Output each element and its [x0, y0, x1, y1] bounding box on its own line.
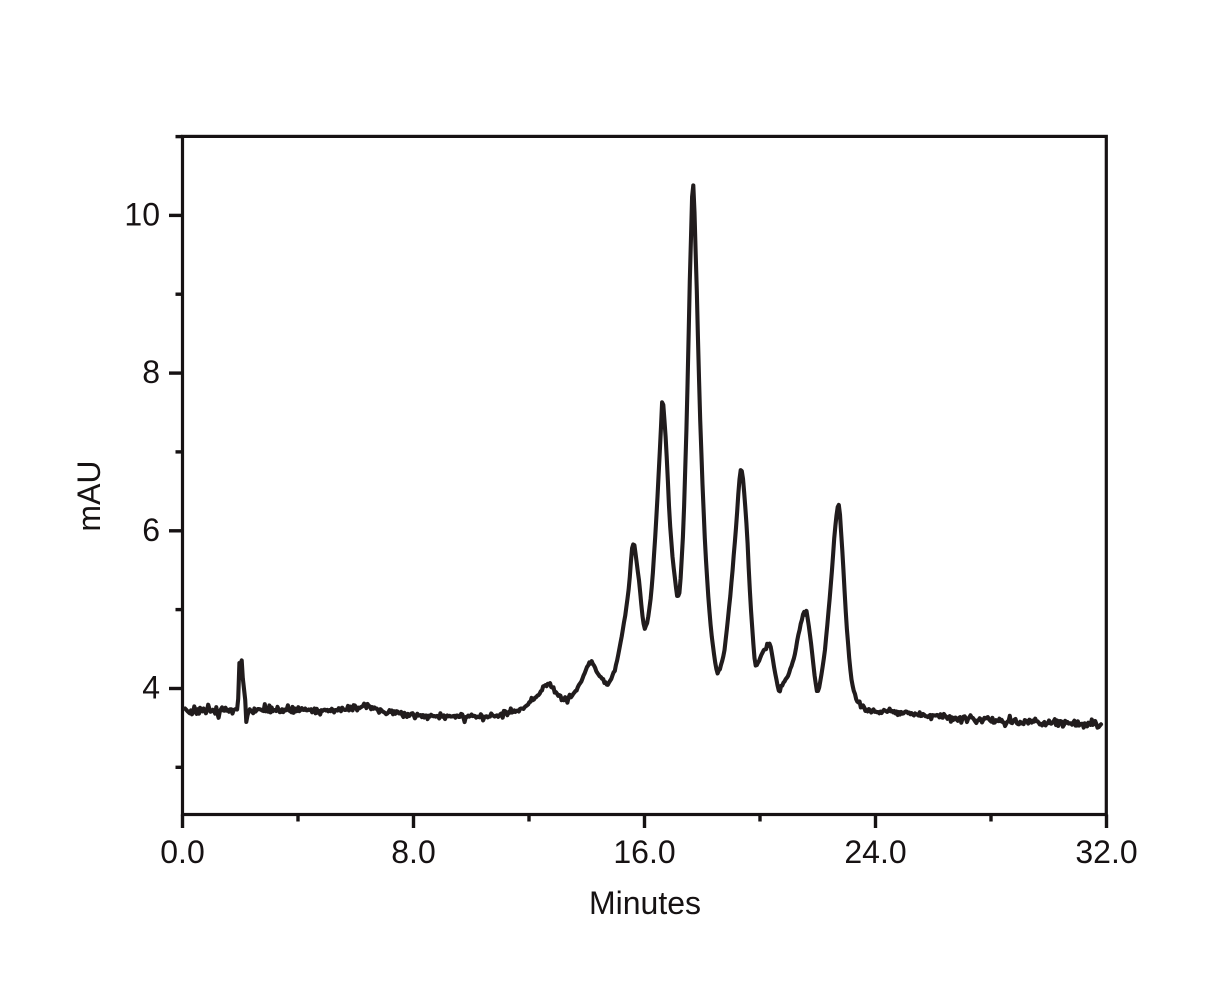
svg-text:mAU: mAU: [71, 460, 107, 531]
svg-text:10: 10: [124, 196, 160, 232]
svg-text:8: 8: [142, 354, 160, 390]
svg-text:6: 6: [142, 512, 160, 548]
svg-text:4: 4: [142, 670, 160, 706]
svg-text:16.0: 16.0: [613, 834, 675, 870]
svg-text:8.0: 8.0: [391, 834, 435, 870]
svg-text:Minutes: Minutes: [589, 885, 701, 921]
svg-text:32.0: 32.0: [1075, 834, 1137, 870]
svg-text:0.0: 0.0: [160, 834, 204, 870]
svg-text:24.0: 24.0: [844, 834, 906, 870]
